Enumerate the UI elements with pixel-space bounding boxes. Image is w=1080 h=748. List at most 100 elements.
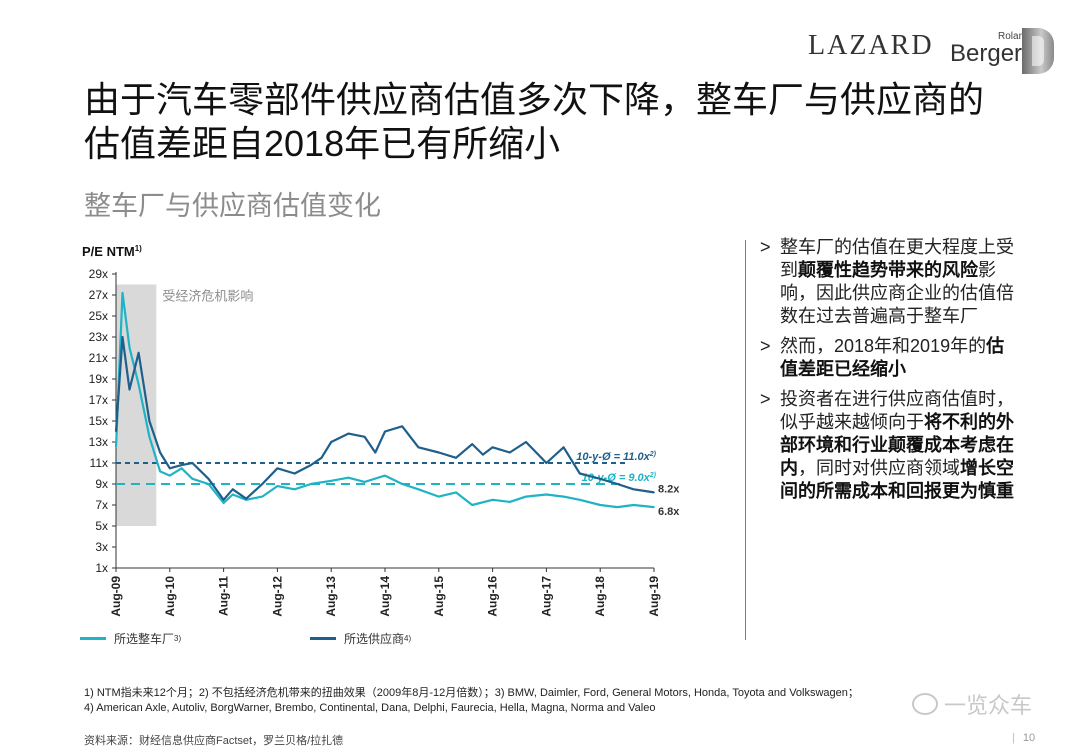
series-point bbox=[222, 502, 225, 504]
series-point bbox=[471, 504, 473, 506]
bullet-emphasis: 增长空间的所需成本和回报更为慎重 bbox=[780, 458, 1014, 501]
roland-text: Roland bbox=[998, 31, 1030, 42]
footnote-line-1: 1) NTM指未来12个月；2) 不包括经济危机带来的扭曲效果（2009年8月-… bbox=[84, 687, 859, 699]
series-point bbox=[128, 346, 131, 349]
lazard-logo: LAZARD bbox=[808, 30, 934, 61]
y-axis-title: P/E NTM1) bbox=[82, 244, 142, 259]
berger-text: Berger bbox=[950, 40, 1023, 67]
series-point bbox=[632, 504, 635, 506]
series-point bbox=[115, 446, 117, 449]
crisis-region-label: 受经济危机影响 bbox=[162, 289, 253, 304]
pe-ntm-line-chart: P/E NTM1) 受经济危机影响 29x 27x 25x 23x 21x 19x 17x 15x… bbox=[82, 244, 680, 617]
series-point bbox=[491, 498, 494, 501]
series-point bbox=[578, 498, 581, 501]
y-tick-label: 9x bbox=[95, 477, 108, 491]
series-point bbox=[509, 451, 511, 454]
x-tick-label: Aug-18 bbox=[593, 576, 607, 617]
series-point bbox=[347, 432, 350, 435]
series-point bbox=[545, 493, 548, 496]
y-tick-label: 1x bbox=[95, 561, 108, 575]
series-point bbox=[525, 441, 527, 443]
legend-item-oem: 所选整车厂 3) bbox=[80, 630, 181, 647]
series-point bbox=[363, 435, 366, 438]
series-point bbox=[384, 430, 386, 433]
bullet-text: 整车厂的估值在更大程度上受到 bbox=[780, 237, 1014, 280]
source-note: 资料来源：财经信息供应商Factset，罗兰贝格/拉扎德 bbox=[84, 735, 344, 747]
x-tick-label: Aug-15 bbox=[432, 576, 446, 617]
series-point bbox=[159, 470, 161, 473]
bullet-marker: > bbox=[760, 389, 771, 409]
series-point bbox=[562, 446, 565, 449]
footnote-line-2: 4) American Axle, Autoliv, BorgWarner, B… bbox=[84, 702, 656, 714]
x-tick-label: Aug-13 bbox=[324, 576, 338, 617]
bullet-emphasis: 颠覆性趋势带来的风险 bbox=[798, 260, 978, 280]
slide-title: 由于汽车零部件供应商估值多次下降，整车厂与供应商的估值差距自2018年已有所缩小 bbox=[84, 79, 985, 164]
bullet-emphasis: 估值差距已经缩小 bbox=[780, 336, 1005, 379]
series-point bbox=[121, 336, 124, 338]
series-point bbox=[148, 420, 151, 422]
footnotes: 1) NTM指未来12个月；2) 不包括经济危机带来的扭曲效果（2009年8月-… bbox=[84, 686, 1004, 716]
series-point bbox=[347, 476, 350, 479]
wechat-icon bbox=[912, 693, 938, 715]
series-point bbox=[417, 488, 420, 491]
series-point bbox=[653, 491, 655, 494]
vertical-divider bbox=[745, 240, 746, 640]
bullet-text: ，同时对供应商领域 bbox=[798, 458, 960, 478]
end-value-label: 8.2x bbox=[658, 483, 680, 495]
legend-swatch-supplier bbox=[310, 637, 336, 640]
series-point bbox=[438, 451, 440, 454]
series-point bbox=[562, 495, 565, 498]
key-findings-list: > 整车厂的估值在更大程度上受到颠覆性趋势带来的风险影响，因此供应商企业的估值倍数… bbox=[760, 236, 1020, 510]
reference-line-sup: 2) bbox=[649, 472, 657, 479]
series-point bbox=[276, 485, 279, 487]
y-tick-label: 29x bbox=[89, 267, 108, 281]
series-point bbox=[128, 388, 131, 391]
series-point bbox=[231, 488, 234, 491]
x-tick-label: Aug-10 bbox=[163, 576, 177, 617]
series-point bbox=[455, 456, 457, 459]
series-point bbox=[115, 430, 117, 433]
series-point bbox=[222, 498, 225, 501]
series-point bbox=[180, 467, 183, 470]
series-point bbox=[261, 483, 264, 485]
x-tick-label: Aug-11 bbox=[217, 576, 231, 616]
series-point bbox=[616, 483, 619, 485]
reference-line-sup: 2) bbox=[649, 451, 657, 458]
series-point bbox=[309, 464, 312, 466]
series-point bbox=[261, 495, 264, 498]
series-point bbox=[545, 462, 548, 464]
bullet-text: 影响，因此供应商企业的估值倍数在过去普遍高于整车厂 bbox=[780, 260, 1014, 326]
series-point bbox=[599, 504, 601, 506]
series-point bbox=[363, 481, 366, 483]
y-tick-label: 7x bbox=[95, 498, 108, 512]
b-mark-icon bbox=[1022, 28, 1054, 74]
series-line bbox=[114, 291, 655, 509]
series-point bbox=[121, 292, 124, 294]
series-point bbox=[330, 480, 333, 482]
series-point bbox=[525, 495, 527, 498]
legend-label-supplier: 所选供应商 bbox=[344, 632, 405, 646]
roland-berger-logo: Roland Berger bbox=[950, 28, 1060, 78]
series-point bbox=[293, 488, 296, 491]
series-point bbox=[471, 443, 473, 445]
series-point bbox=[632, 488, 635, 491]
series-point bbox=[169, 467, 171, 470]
legend-sup-supplier: 4) bbox=[404, 634, 412, 643]
series-point bbox=[137, 351, 140, 354]
x-tick-label: Aug-14 bbox=[378, 576, 392, 617]
y-tick-label: 13x bbox=[89, 435, 108, 449]
bullet-item: > 然而，2018年和2019年的估值差距已经缩小 bbox=[760, 335, 1020, 381]
x-tick-label: Aug-12 bbox=[270, 576, 284, 617]
series-point bbox=[374, 451, 377, 454]
series-point bbox=[320, 456, 323, 459]
y-tick-label: 19x bbox=[89, 372, 108, 386]
series-point bbox=[231, 493, 234, 496]
x-tick-label: Aug-17 bbox=[539, 576, 553, 617]
series-point bbox=[180, 464, 183, 466]
legend-label-oem: 所选整车厂 bbox=[114, 632, 175, 646]
legend-item-supplier: 所选供应商 4) bbox=[310, 630, 411, 647]
series-point bbox=[599, 477, 601, 480]
bullet-emphasis: 将不利的外部环境和行业颠覆成本考虑在内 bbox=[780, 412, 1014, 478]
series-point bbox=[455, 491, 457, 494]
slide-subtitle: 整车厂与供应商估值变化 bbox=[84, 191, 381, 221]
